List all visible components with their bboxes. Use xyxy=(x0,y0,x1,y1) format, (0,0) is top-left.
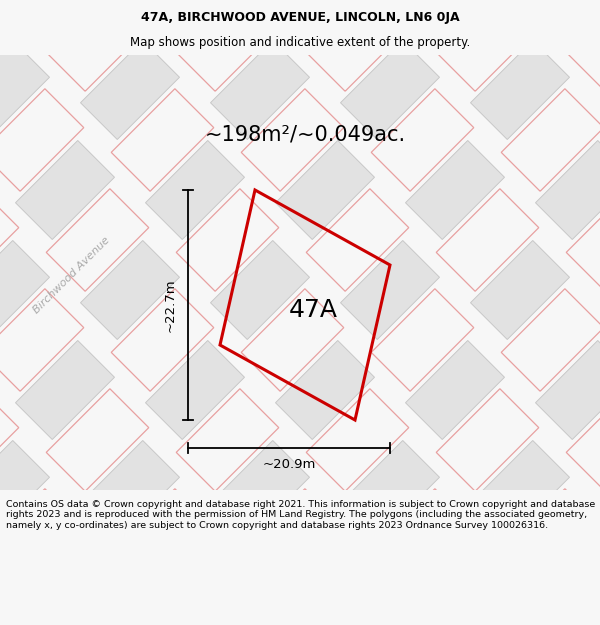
Polygon shape xyxy=(16,0,115,39)
Polygon shape xyxy=(536,541,600,625)
Polygon shape xyxy=(341,41,439,139)
Polygon shape xyxy=(536,141,600,239)
Text: 47A: 47A xyxy=(289,298,337,322)
Polygon shape xyxy=(275,0,374,39)
Polygon shape xyxy=(536,0,600,39)
Polygon shape xyxy=(275,341,374,439)
Text: ~22.7m: ~22.7m xyxy=(163,278,176,332)
Text: ~198m²/~0.049ac.: ~198m²/~0.049ac. xyxy=(205,125,406,145)
Text: Contains OS data © Crown copyright and database right 2021. This information is : Contains OS data © Crown copyright and d… xyxy=(6,500,595,529)
Text: ~20.9m: ~20.9m xyxy=(262,458,316,471)
Polygon shape xyxy=(146,541,244,625)
Polygon shape xyxy=(406,341,505,439)
Polygon shape xyxy=(470,41,569,139)
Polygon shape xyxy=(341,441,439,539)
Polygon shape xyxy=(275,541,374,625)
Polygon shape xyxy=(146,141,244,239)
Polygon shape xyxy=(16,341,115,439)
Text: 47A, BIRCHWOOD AVENUE, LINCOLN, LN6 0JA: 47A, BIRCHWOOD AVENUE, LINCOLN, LN6 0JA xyxy=(140,11,460,24)
Polygon shape xyxy=(406,0,505,39)
Polygon shape xyxy=(80,41,179,139)
Polygon shape xyxy=(470,441,569,539)
Polygon shape xyxy=(146,0,244,39)
Polygon shape xyxy=(16,541,115,625)
Polygon shape xyxy=(0,241,49,339)
Text: Birchwood Avenue: Birchwood Avenue xyxy=(32,235,112,315)
Text: Map shows position and indicative extent of the property.: Map shows position and indicative extent… xyxy=(130,36,470,49)
Polygon shape xyxy=(470,241,569,339)
Polygon shape xyxy=(406,141,505,239)
Polygon shape xyxy=(211,41,310,139)
Polygon shape xyxy=(16,141,115,239)
Polygon shape xyxy=(536,341,600,439)
Polygon shape xyxy=(275,141,374,239)
Polygon shape xyxy=(406,541,505,625)
Polygon shape xyxy=(211,441,310,539)
Polygon shape xyxy=(341,241,439,339)
Polygon shape xyxy=(146,341,244,439)
Polygon shape xyxy=(80,441,179,539)
Polygon shape xyxy=(211,241,310,339)
Polygon shape xyxy=(0,41,49,139)
Polygon shape xyxy=(80,241,179,339)
Polygon shape xyxy=(0,441,49,539)
